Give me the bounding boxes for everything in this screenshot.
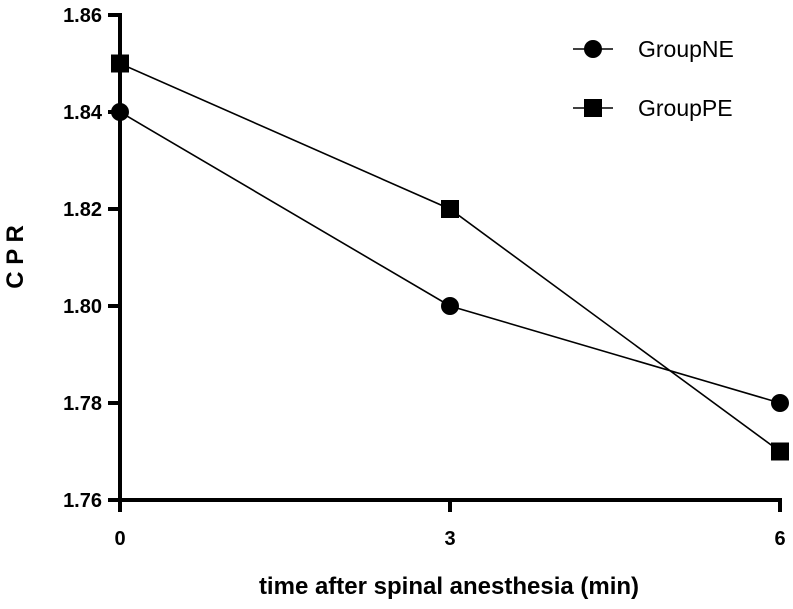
chart-series-layer	[111, 54, 789, 461]
data-point-grouppe	[111, 54, 129, 73]
data-point-grouppe	[441, 200, 459, 218]
y-tick-label: 1.84	[63, 102, 103, 124]
x-tick-label: 3	[444, 528, 455, 550]
legend-label-grouppe: GroupPE	[638, 95, 733, 121]
series-line-groupne	[119, 111, 781, 404]
legend-item-groupne: GroupNE	[573, 36, 734, 62]
data-point-groupne	[111, 103, 129, 121]
series-line-grouppe	[119, 62, 781, 453]
x-tick-label: 0	[114, 528, 125, 550]
legend-marker-grouppe	[584, 99, 602, 117]
data-point-groupne	[771, 394, 789, 412]
y-tick-label: 1.86	[63, 5, 102, 27]
series-grouppe	[111, 54, 789, 461]
legend-label-groupne: GroupNE	[638, 36, 734, 62]
legend-item-grouppe: GroupPE	[573, 95, 733, 121]
x-tick-label: 6	[774, 528, 785, 550]
series-groupne	[111, 103, 789, 412]
y-axis-title: C P R	[2, 225, 29, 289]
data-point-groupne	[441, 297, 459, 315]
y-tick-label: 1.78	[63, 393, 102, 415]
legend-marker-groupne	[584, 40, 602, 58]
chart-legend: GroupNE GroupPE	[573, 36, 734, 121]
x-axis-title: time after spinal anesthesia (min)	[259, 573, 639, 600]
y-tick-label: 1.76	[63, 490, 102, 512]
y-tick-label: 1.80	[63, 296, 102, 318]
y-tick-label: 1.82	[63, 199, 102, 221]
chart-axes: 1.76 1.78 1.80 1.82 1.84 1.86 0 3 6	[63, 5, 786, 550]
data-point-grouppe	[771, 442, 789, 461]
